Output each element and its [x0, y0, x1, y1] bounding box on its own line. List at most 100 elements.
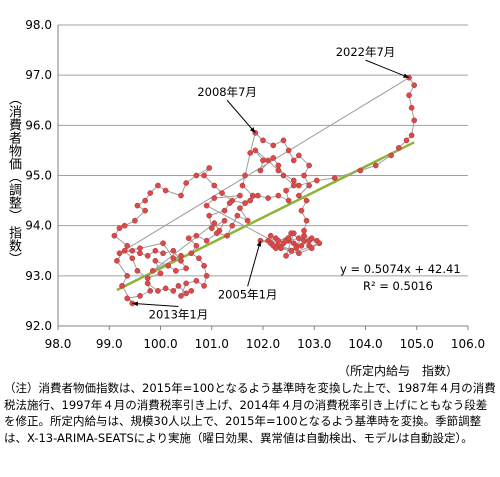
- y-tick-label: 97.0: [25, 68, 52, 82]
- data-point: [252, 147, 259, 154]
- data-point: [260, 157, 266, 164]
- data-point: [301, 237, 307, 244]
- data-point: [296, 250, 302, 257]
- data-point: [121, 222, 128, 229]
- data-point: [285, 147, 292, 154]
- data-point: [296, 152, 302, 159]
- data-point: [395, 145, 402, 151]
- data-point: [408, 104, 415, 111]
- data-point: [185, 235, 192, 242]
- data-point: [170, 247, 177, 254]
- data-point: [290, 182, 297, 189]
- y-tick-label: 92.0: [25, 319, 52, 333]
- data-point: [193, 232, 200, 239]
- y-axis-label: （消費者物価（調整） 指数）: [6, 92, 21, 266]
- data-point: [411, 117, 418, 124]
- data-point: [134, 202, 141, 209]
- data-point: [183, 265, 189, 272]
- data-point: [301, 232, 307, 239]
- data-point: [237, 192, 243, 199]
- data-point: [290, 230, 297, 237]
- data-point: [124, 295, 131, 302]
- data-point: [206, 165, 213, 171]
- data-point: [203, 202, 210, 209]
- data-point: [170, 288, 177, 294]
- annotation-arrowhead: [403, 73, 410, 78]
- data-point: [137, 250, 143, 257]
- data-points-layer: [111, 74, 418, 307]
- data-point: [275, 162, 282, 169]
- annotation-arrowhead: [132, 301, 138, 307]
- data-point: [152, 247, 159, 254]
- data-point: [239, 182, 246, 189]
- x-tick-label: 106.0: [451, 337, 485, 351]
- data-point: [147, 288, 154, 294]
- data-point: [301, 172, 307, 179]
- data-point: [388, 152, 394, 159]
- data-point: [165, 262, 172, 269]
- data-point: [144, 252, 151, 259]
- annotation-label: 2008年7月: [197, 85, 257, 99]
- data-point: [149, 267, 156, 274]
- regression-text-layer: y = 0.5074x + 42.41 R² = 0.5016: [340, 262, 461, 293]
- data-point: [313, 177, 320, 184]
- data-point: [244, 217, 251, 224]
- data-point: [196, 255, 202, 262]
- data-point: [155, 182, 161, 189]
- data-point: [116, 225, 123, 232]
- data-point: [124, 272, 131, 279]
- data-point: [308, 245, 315, 252]
- data-point: [144, 280, 151, 287]
- data-point: [211, 182, 218, 189]
- data-point: [201, 283, 207, 289]
- data-point: [283, 252, 289, 259]
- data-point: [219, 190, 225, 196]
- data-point: [211, 195, 218, 201]
- data-point: [188, 250, 195, 257]
- data-point: [162, 285, 169, 292]
- annotation-arrow: [132, 302, 179, 307]
- x-tick-label: 99.0: [96, 337, 123, 351]
- data-point: [147, 190, 154, 196]
- data-point: [293, 245, 300, 252]
- annotation-arrow: [247, 240, 261, 287]
- data-point: [203, 237, 210, 244]
- x-tick-label: 98.0: [45, 337, 72, 351]
- data-point: [408, 132, 415, 139]
- data-point: [298, 242, 305, 249]
- data-point: [372, 162, 379, 169]
- x-tick-label: 105.0: [400, 337, 434, 351]
- data-point: [288, 247, 295, 254]
- x-axis-label: （所定内給与 指数）: [338, 364, 459, 378]
- data-point: [270, 155, 277, 161]
- data-point: [116, 250, 123, 257]
- data-point: [280, 137, 287, 144]
- data-point: [160, 240, 166, 247]
- data-point: [298, 207, 305, 214]
- data-point: [255, 192, 261, 199]
- x-tick-label: 104.0: [348, 337, 382, 351]
- data-point: [178, 192, 184, 199]
- x-tick-label: 100.0: [143, 337, 177, 351]
- data-point: [270, 142, 277, 149]
- data-point: [175, 283, 182, 289]
- annotation-label: 2005年1月: [218, 287, 278, 301]
- data-point: [403, 137, 410, 144]
- data-point: [357, 167, 364, 174]
- data-point: [242, 200, 248, 206]
- data-point: [249, 192, 256, 199]
- data-point: [306, 162, 312, 169]
- data-point: [144, 275, 151, 282]
- annotation-label: 2013年1月: [149, 307, 209, 321]
- data-point: [129, 255, 136, 262]
- data-point: [137, 245, 143, 252]
- data-point: [193, 242, 200, 249]
- data-point: [142, 207, 148, 214]
- data-point: [290, 177, 297, 184]
- data-point: [134, 267, 141, 274]
- data-point: [285, 235, 292, 242]
- data-point: [247, 150, 254, 156]
- data-point: [221, 217, 228, 224]
- data-point: [132, 217, 138, 224]
- x-tick-label: 101.0: [195, 337, 229, 351]
